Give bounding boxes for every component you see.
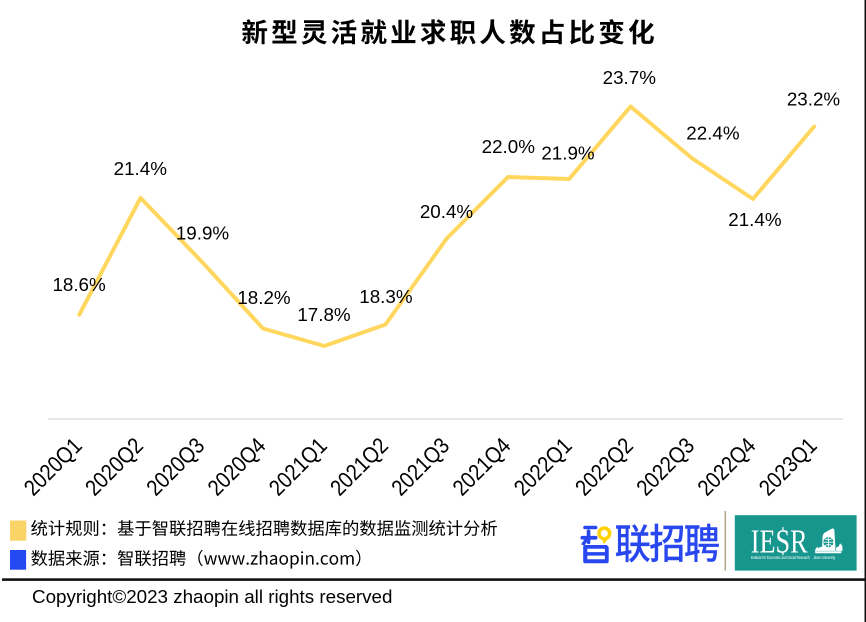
svg-text:21.4%: 21.4%	[728, 209, 782, 230]
svg-text:20.4%: 20.4%	[420, 201, 474, 222]
svg-text:18.2%: 18.2%	[237, 287, 291, 308]
svg-text:21.9%: 21.9%	[541, 142, 595, 163]
svg-text:22.4%: 22.4%	[686, 123, 740, 144]
svg-text:17.8%: 17.8%	[297, 304, 351, 325]
svg-text:21.4%: 21.4%	[114, 158, 168, 179]
svg-text:Copyright©2023 zhaopin all rig: Copyright©2023 zhaopin all rights reserv…	[32, 586, 392, 607]
svg-text:18.6%: 18.6%	[52, 274, 106, 295]
svg-text:18.3%: 18.3%	[359, 286, 413, 307]
svg-text:IESR: IESR	[751, 522, 808, 560]
svg-text:19.9%: 19.9%	[176, 222, 230, 243]
svg-text:23.2%: 23.2%	[787, 88, 841, 109]
svg-text:Institute for Economic and Soc: Institute for Economic and Social Resear…	[751, 554, 835, 560]
svg-text:22.0%: 22.0%	[482, 136, 536, 157]
svg-text:23.7%: 23.7%	[603, 67, 657, 88]
